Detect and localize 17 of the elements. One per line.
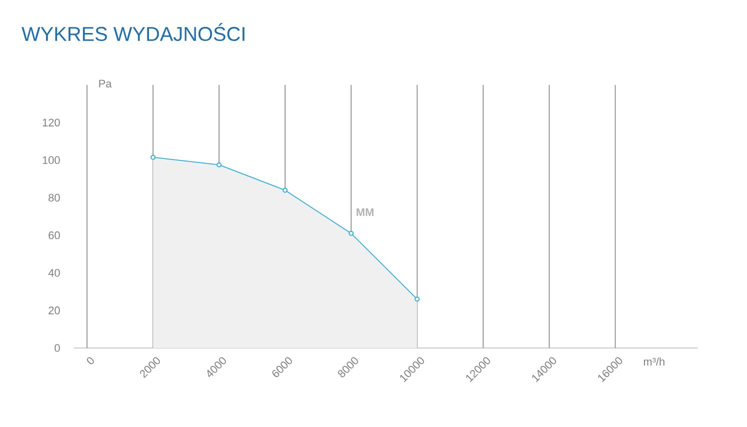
point xyxy=(414,296,420,302)
point xyxy=(282,188,288,193)
x-tick-label: 0 xyxy=(86,357,94,364)
y-tick-label: 60 xyxy=(48,231,60,240)
chart-title: WYKRES WYDAJNOŚCI xyxy=(22,22,244,42)
point xyxy=(216,162,222,168)
y-tick-label: 120 xyxy=(42,118,60,126)
y-tick-label: 20 xyxy=(48,306,60,314)
point xyxy=(150,154,156,160)
y-tick-label: 100 xyxy=(42,156,60,164)
y-tick-label: 80 xyxy=(48,194,60,202)
series-label: MM xyxy=(356,208,374,216)
y-tick-label: 40 xyxy=(48,268,60,277)
point xyxy=(348,230,354,236)
y-axis-title: Pa xyxy=(99,80,112,88)
x-axis-title: m³/h xyxy=(644,358,664,366)
y-tick-label: 0 xyxy=(54,344,60,352)
